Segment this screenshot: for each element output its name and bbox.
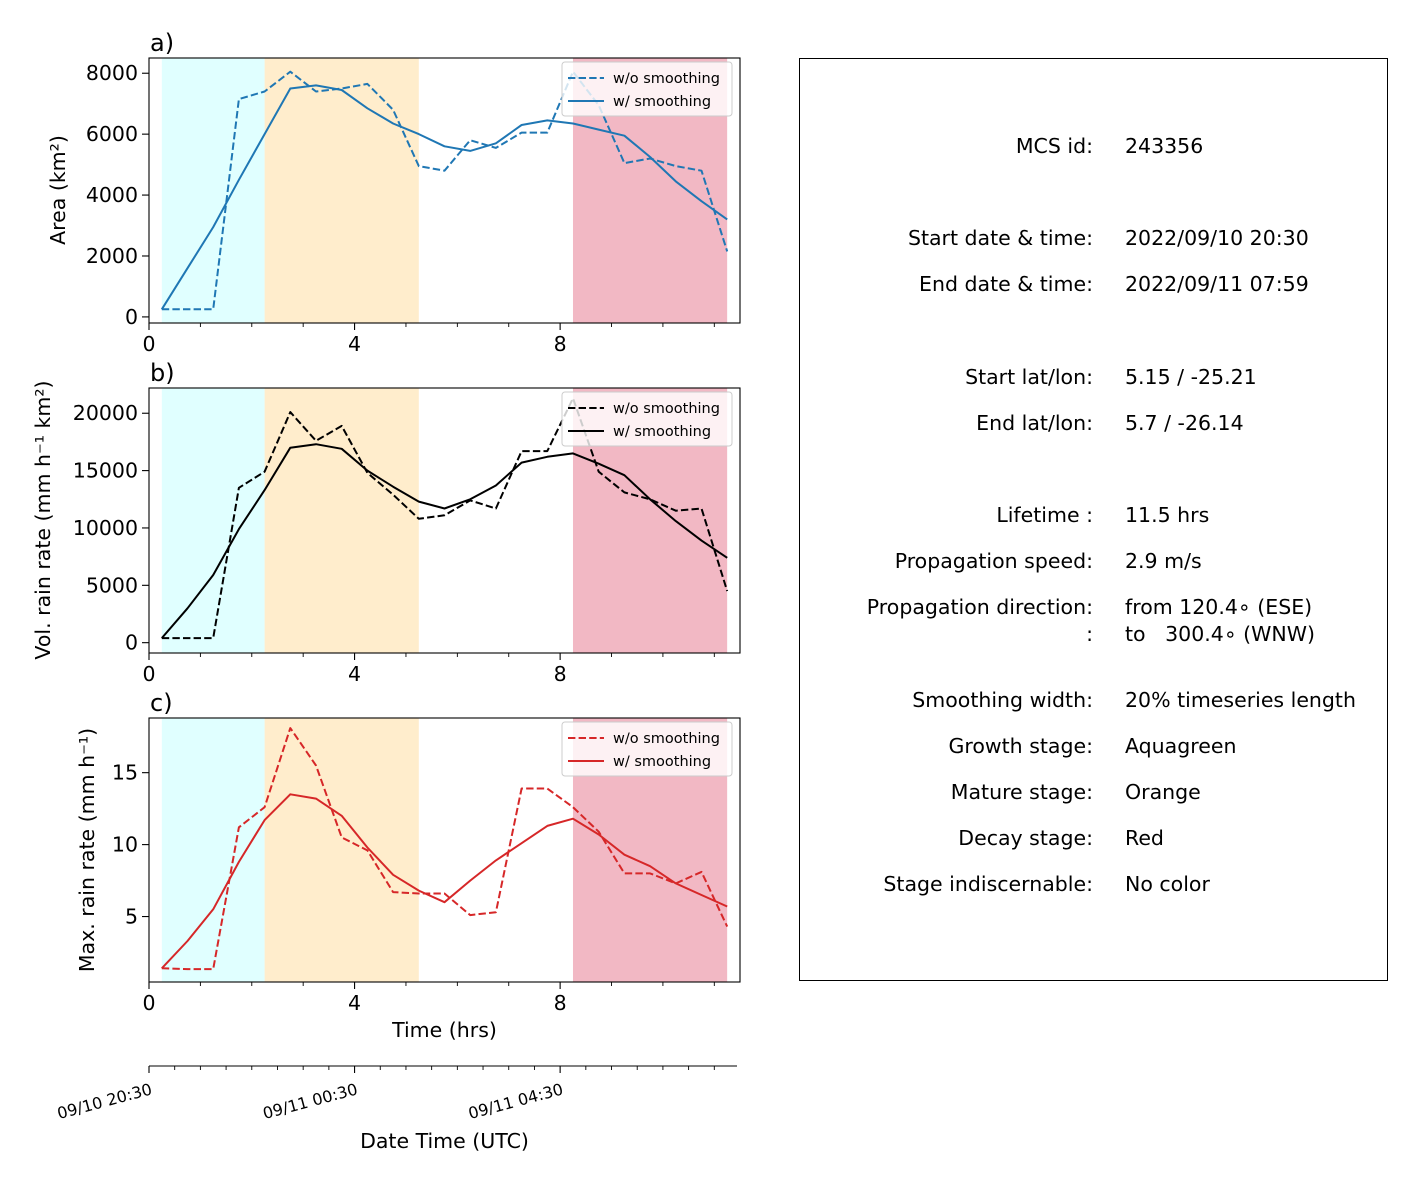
axes-frame	[148, 57, 741, 324]
stage-mature-band	[264, 388, 419, 653]
series-line-smoothed	[161, 793, 728, 969]
info-label: Start date & time:	[907, 226, 1093, 250]
x-tick-label: 4	[348, 332, 361, 356]
y-tick-label: 20000	[73, 401, 138, 425]
panel-0: 0 4 8 0 2000 4000 6000 8000 a) Area (km²) w/o smoo…	[46, 29, 741, 356]
y-tick-label: 0	[125, 305, 138, 329]
info-label: End date & time:	[919, 272, 1093, 296]
y-axis-label: Area (km²)	[46, 135, 70, 245]
y-axis-label: Max. rain rate (mm h⁻¹)	[75, 728, 99, 972]
axes-frame	[148, 717, 741, 983]
info-value: 2.9 m/s	[1125, 549, 1202, 573]
legend-label: w/o smoothing	[613, 71, 720, 87]
info-value: 2022/09/11 07:59	[1125, 272, 1309, 296]
info-label: Propagation speed:	[894, 549, 1093, 573]
info-value: Red	[1125, 826, 1164, 850]
x-tick-label: 4	[348, 991, 361, 1015]
legend-label: w/ smoothing	[613, 754, 711, 770]
info-label: Propagation direction:	[866, 595, 1093, 619]
legend-label: w/ smoothing	[613, 424, 711, 440]
x-tick-label: 0	[142, 991, 155, 1015]
datetime-tick-label: 09/11 00:30	[261, 1080, 360, 1124]
x-tick-label: 8	[554, 991, 567, 1015]
stage-mature-band	[264, 718, 419, 982]
x-tick-label: 0	[142, 662, 155, 686]
y-tick-label: 15	[112, 761, 138, 785]
series-line-smoothed	[160, 84, 728, 310]
y-tick-label: 5	[125, 905, 138, 929]
stage-growth-band	[161, 718, 265, 982]
stage-growth-band	[161, 388, 265, 653]
y-tick-label: 6000	[86, 122, 138, 146]
y-tick-label: 15000	[73, 459, 138, 483]
info-value: Aquagreen	[1125, 734, 1237, 758]
info-value: 5.15 / -25.21	[1125, 365, 1257, 389]
stage-growth-band	[161, 58, 265, 323]
info-value: 5.7 / -26.14	[1125, 411, 1244, 435]
info-label: Lifetime :	[996, 503, 1093, 527]
legend-box	[561, 61, 733, 117]
info-panel: MCS id: 243356 Start date & time: 2022/09/1…	[799, 58, 1388, 981]
x-axis-label: Time (hrs)	[391, 1018, 497, 1042]
datetime-tick-label: 09/11 04:30	[466, 1080, 565, 1124]
y-tick-label: 5000	[86, 573, 138, 597]
datetime-axis: 09/10 20:30 09/11 00:30 09/11 04:30 Date Ti…	[55, 1065, 737, 1153]
x-tick-label: 0	[142, 332, 155, 356]
y-tick-label: 4000	[86, 183, 138, 207]
legend-label: w/o smoothing	[613, 401, 720, 417]
info-label: End lat/lon:	[976, 411, 1093, 435]
panel-label: a)	[150, 29, 174, 57]
panel-label: c)	[150, 689, 173, 717]
info-value: to 300.4∘ (WNW)	[1125, 622, 1316, 646]
y-tick-label: 8000	[86, 61, 138, 85]
series-line-raw	[161, 70, 729, 311]
y-tick-label: 0	[125, 631, 138, 655]
info-value: 11.5 hrs	[1125, 503, 1210, 527]
legend-box	[561, 391, 733, 447]
x-tick-label: 8	[554, 662, 567, 686]
x-tick-label: 4	[348, 662, 361, 686]
info-value: Orange	[1125, 780, 1201, 804]
y-tick-label: 10	[112, 833, 138, 857]
x-tick-label: 8	[554, 332, 567, 356]
panel-2: 0 4 8 5 10 15 c) Max. rain rate (mm h⁻¹) Time (h…	[75, 689, 741, 1042]
panel-label: b)	[150, 359, 175, 387]
info-label: Mature stage:	[950, 780, 1093, 804]
info-value: from 120.4∘ (ESE)	[1125, 595, 1313, 619]
legend-box	[561, 721, 733, 777]
info-value: No color	[1125, 872, 1210, 896]
info-value: 243356	[1125, 134, 1204, 158]
series-line-raw	[161, 727, 729, 971]
info-label: Decay stage:	[958, 826, 1093, 850]
stage-mature-band	[264, 58, 419, 323]
series-line-smoothed	[161, 443, 728, 639]
info-label: Stage indiscernable:	[883, 872, 1093, 896]
series-line-raw	[161, 397, 729, 640]
y-axis-label: Vol. rain rate (mm h⁻¹ km²)	[31, 380, 55, 659]
info-value: 2022/09/10 20:30	[1125, 226, 1309, 250]
legend-label: w/o smoothing	[613, 731, 720, 747]
info-label: MCS id:	[1015, 134, 1093, 158]
axes-frame	[148, 387, 741, 654]
info-value: 20% timeseries length	[1125, 688, 1356, 712]
info-label: Start lat/lon:	[965, 365, 1093, 389]
info-label: :	[1086, 622, 1093, 646]
datetime-tick-label: 09/10 20:30	[55, 1080, 154, 1124]
info-label: Smoothing width:	[912, 688, 1093, 712]
info-label: Growth stage:	[948, 734, 1093, 758]
datetime-axis-label: Date Time (UTC)	[360, 1129, 529, 1153]
panel-1: 0 4 8 0 5000 10000 15000 20000 b) Vol. rain rate …	[31, 359, 741, 686]
y-tick-label: 10000	[73, 516, 138, 540]
y-tick-label: 2000	[86, 244, 138, 268]
legend-label: w/ smoothing	[613, 94, 711, 110]
